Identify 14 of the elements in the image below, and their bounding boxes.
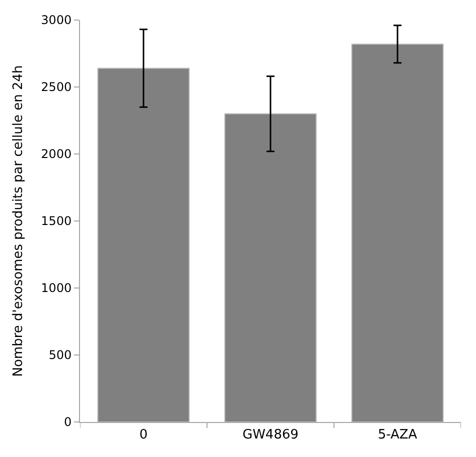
x-tick-label: GW4869 (242, 428, 299, 443)
y-tick-label: 2000 (41, 147, 72, 162)
y-tick-label: 2500 (41, 80, 72, 94)
y-tick-label: 3000 (41, 13, 72, 28)
x-tick-label: 5-AZA (378, 428, 418, 443)
y-tick-label: 1000 (41, 281, 72, 296)
x-tick-label: 0 (139, 428, 148, 443)
y-tick-label: 0 (64, 415, 72, 430)
y-tick-label: 500 (48, 348, 72, 362)
bar (97, 68, 190, 422)
bar (351, 44, 444, 422)
y-tick-label: 1500 (41, 214, 72, 228)
bar (224, 113, 317, 422)
y-axis-title: Nombre d'exosomes produits par cellule en 24h (11, 65, 26, 377)
